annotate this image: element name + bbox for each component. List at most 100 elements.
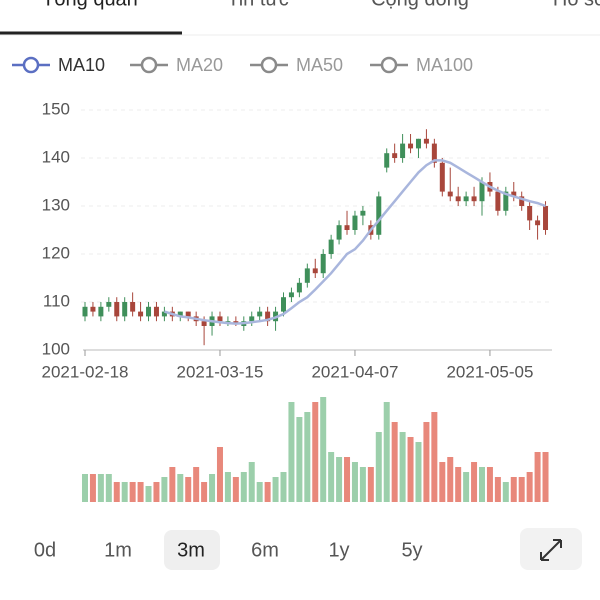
volume-bar: [153, 482, 160, 502]
candle-body: [90, 306, 96, 312]
candle-body: [225, 321, 231, 323]
volume-bar: [367, 467, 374, 502]
x-tick-label: 2021-03-15: [176, 362, 263, 381]
candle-body: [352, 215, 358, 230]
volume-bar: [232, 477, 239, 502]
candle-body: [153, 306, 159, 317]
volume-bar: [240, 472, 247, 502]
volume-bar: [224, 472, 231, 502]
volume-bar: [248, 462, 255, 502]
candle-body: [400, 143, 406, 158]
y-tick-label: 130: [42, 195, 70, 214]
range-button[interactable]: 3m: [177, 539, 205, 561]
volume-bar: [526, 472, 533, 502]
range-button[interactable]: 5y: [401, 539, 422, 561]
y-tick-label: 110: [43, 291, 70, 310]
legend-marker: [22, 56, 40, 74]
volume-bar: [375, 432, 382, 502]
volume-bar: [193, 467, 200, 502]
volume-bar: [201, 482, 208, 502]
tab[interactable]: Hồ sơ: [553, 0, 600, 10]
candle-body: [535, 220, 541, 226]
volume-bar: [328, 452, 335, 502]
volume-bar: [296, 417, 303, 502]
tab[interactable]: Cộng đồng: [371, 0, 469, 10]
candle-body: [201, 321, 207, 326]
candle-body: [392, 153, 398, 158]
legend-label[interactable]: MA10: [58, 55, 105, 75]
candle-body: [384, 153, 390, 168]
candle-body: [122, 302, 128, 317]
expand-icon: [540, 539, 562, 561]
candle-body: [185, 311, 191, 317]
volume-bar: [185, 477, 192, 502]
y-tick-label: 120: [42, 243, 70, 262]
y-tick-label: 140: [42, 147, 70, 166]
candle-body: [503, 191, 509, 211]
range-button[interactable]: 6m: [251, 539, 279, 561]
legend-marker: [380, 56, 398, 74]
candle-body: [431, 143, 437, 163]
candle-body: [376, 196, 382, 235]
candle-body: [98, 306, 104, 317]
volume-bar: [391, 422, 398, 502]
volume-bar: [177, 474, 184, 502]
legend-label[interactable]: MA20: [176, 55, 223, 75]
candle-body: [447, 191, 453, 197]
volume-bar: [439, 462, 446, 502]
candle-body: [455, 196, 461, 202]
range-button[interactable]: 1y: [328, 539, 349, 561]
range-button[interactable]: 1m: [104, 539, 132, 561]
candle-body: [360, 210, 366, 216]
candle-body: [312, 268, 318, 274]
volume-bar: [129, 482, 136, 502]
candle-body: [114, 302, 120, 317]
volume-bar: [169, 467, 176, 502]
volume-bar: [105, 474, 112, 502]
candle-body: [296, 282, 302, 293]
volume-bar: [494, 477, 501, 502]
legend-label[interactable]: MA100: [416, 55, 473, 75]
candle-body: [288, 292, 294, 298]
volume-bar: [145, 486, 152, 502]
volume-bar: [463, 472, 470, 502]
candle-body: [344, 225, 350, 230]
candle-body: [257, 311, 263, 317]
x-tick-label: 2021-05-05: [446, 362, 533, 381]
candle-body: [423, 138, 429, 144]
candle-body: [82, 306, 88, 317]
volume-bar: [344, 457, 351, 502]
tab[interactable]: Tổng quan: [42, 0, 138, 10]
candle-body: [328, 239, 334, 254]
legend-label[interactable]: MA50: [296, 55, 343, 75]
volume-bar: [502, 482, 509, 502]
candle-body: [304, 268, 310, 283]
volume-bar: [383, 402, 390, 502]
volume-bar: [359, 467, 366, 502]
volume-bar: [455, 467, 462, 502]
candle-body: [511, 191, 517, 197]
candle-body: [249, 316, 255, 322]
volume-bar: [264, 482, 271, 502]
volume-bar: [415, 442, 422, 502]
range-button[interactable]: 0d: [34, 539, 56, 561]
candle-body: [519, 196, 525, 206]
legend-marker: [260, 56, 278, 74]
tab[interactable]: Tin tức: [227, 0, 289, 10]
volume-bar: [82, 474, 88, 502]
volume-bar: [216, 447, 223, 502]
volume-bar: [280, 472, 287, 502]
x-tick-label: 2021-04-07: [311, 362, 398, 381]
candle-body: [161, 311, 167, 317]
candle-body: [265, 311, 271, 322]
candle-body: [495, 191, 501, 211]
volume-bar: [431, 412, 438, 502]
volume-bar: [320, 397, 327, 502]
volume-bar: [304, 412, 311, 502]
volume-bar: [423, 422, 430, 502]
candle-body: [439, 162, 445, 192]
candle-body: [527, 206, 533, 221]
ma-line: [164, 159, 546, 325]
volume-bar: [97, 474, 104, 502]
